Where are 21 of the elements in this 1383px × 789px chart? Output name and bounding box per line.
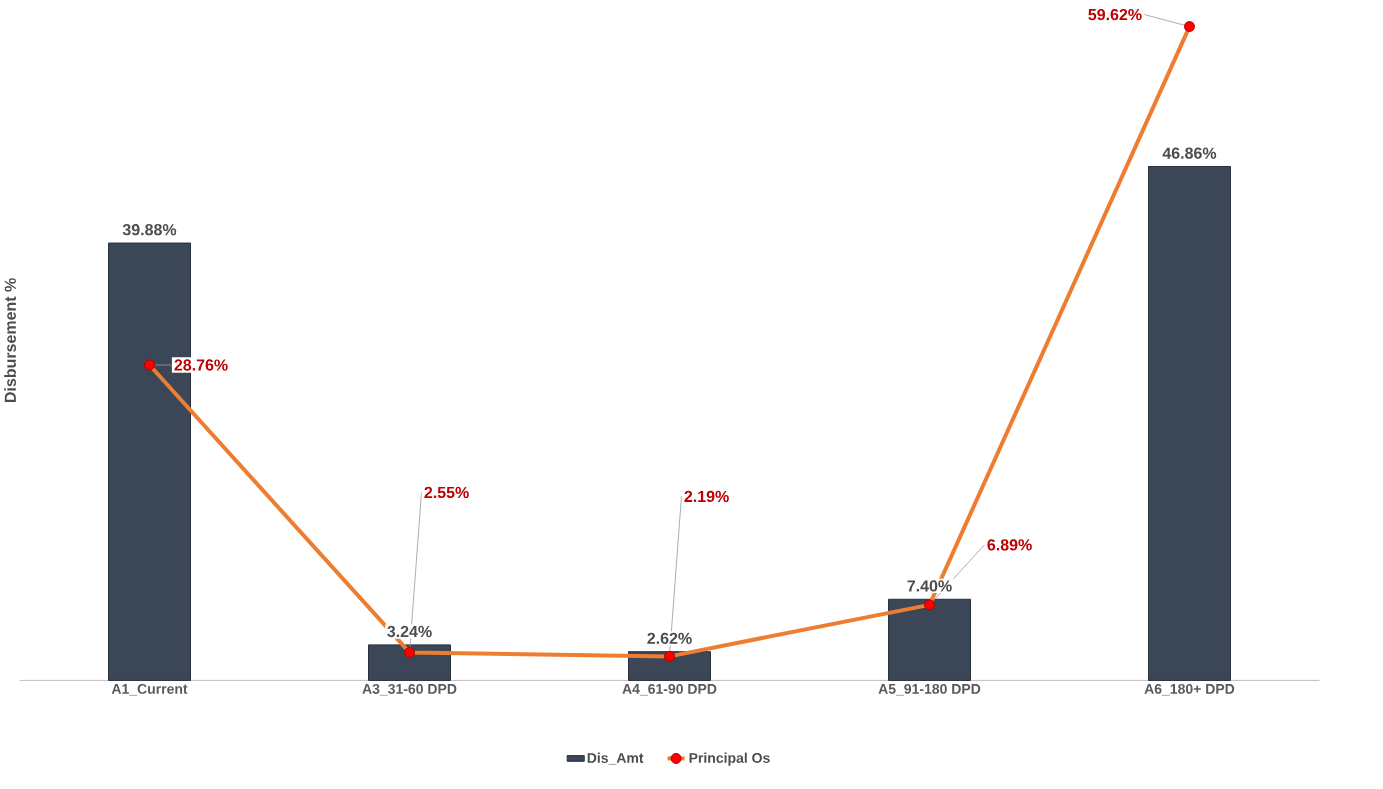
data-label: 59.62% — [1088, 8, 1142, 21]
bar — [887, 598, 971, 681]
y-axis-title: Disbursement % — [4, 278, 16, 403]
data-label: 2.19% — [684, 490, 729, 503]
data-label: 2.55% — [424, 486, 469, 499]
data-label: 6.89% — [987, 539, 1032, 551]
data-label: 2.62% — [647, 632, 692, 644]
x-tick-label: A1_Current — [111, 683, 188, 696]
bar — [368, 644, 451, 681]
data-label: 3.24% — [387, 625, 432, 638]
data-label: 39.88% — [122, 224, 177, 236]
data-label: 46.86% — [1162, 147, 1217, 159]
x-tick-label: A3_31-60 DPD — [362, 683, 457, 696]
data-label: 7.40% — [907, 580, 952, 592]
x-tick-label: A6_180+ DPD — [1144, 683, 1235, 696]
data-label: 28.76% — [174, 359, 228, 371]
x-tick-label: A4_61-90 DPD — [622, 683, 717, 696]
x-tick-label: A5_91-180 DPD — [878, 683, 981, 696]
legend-label: Dis_Amt — [587, 752, 644, 765]
legend-label: Principal Os — [689, 752, 770, 766]
bar — [1147, 166, 1231, 681]
